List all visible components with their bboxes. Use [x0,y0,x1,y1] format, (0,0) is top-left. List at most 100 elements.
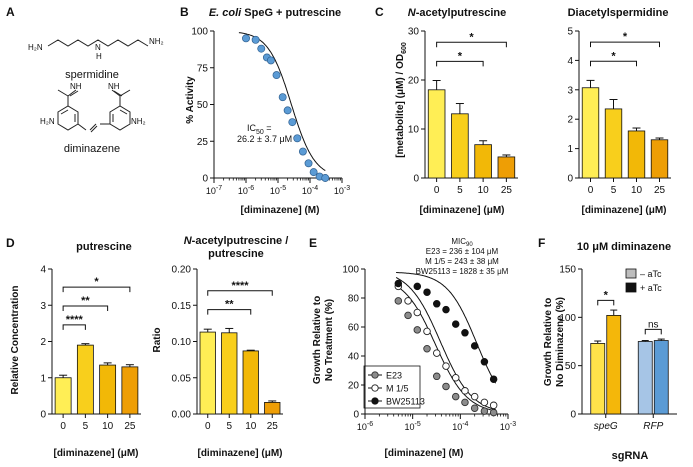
chart-d1-bar [54,377,72,415]
chart-e-e23-data-point [432,372,441,381]
chart-d2-ylabel: Ratio [152,328,163,353]
chart-d2-x-tick-label: 0 [205,421,211,432]
chart-c2-title: Diacetylspermidine [568,7,669,19]
chart-b: E. coli SpeG + putrescine % Activity [di… [185,7,350,216]
chart-b-xlabel: [diminazene] (M) [241,205,320,216]
chart-b-x-tick-label: 10-4 [302,185,318,196]
chart-e-mic-line-1: E23 = 236 ± 104 μM [426,247,499,256]
chart-e-bw25113-data-point [470,342,479,350]
chart-c1-x-tick-label: 25 [501,185,513,196]
chart-f-title: 10 μM diminazene [577,241,671,253]
diminazene-structure [57,89,131,133]
chart-f: 10 μM diminazene Growth Relative to No D… [543,241,677,462]
chart-c1-bar [427,89,446,179]
chart-e-e23-legend-marker [371,371,379,379]
chart-b-ylabel: % Activity [185,76,196,124]
chart-e-bw25113-data-point [480,358,489,366]
chart-d1-y-tick-label: 0 [40,410,46,421]
chart-b-y-tick-label: 50 [197,100,209,111]
chart-f-sig-bracket [597,299,615,306]
panel-letter-f: F [538,236,545,250]
chart-e-bw25113-data-point [489,375,498,383]
chart-b-title: E. coli SpeG + putrescine [209,7,341,19]
chart-c2-y-tick-label: 5 [567,27,573,38]
chart-e-e23-data-point [404,311,412,320]
chart-c1-y-tick-label: 0 [413,174,419,185]
chart-d2-y-tick-label: 0.20 [172,265,192,276]
chart-d1-y-tick-label: 1 [40,373,46,384]
chart-f-bar [637,341,653,415]
chart-e-e23-fit-curve [395,285,496,412]
chart-d1-ylabel: Relative Concentration [10,286,21,395]
chart-e-e23-data-point [461,398,469,407]
chart-b-ic50-line2: 26.2 ± 3.7 μM [237,134,292,144]
chart-c2-x-tick-label: 25 [654,185,666,196]
chart-e-e23-data-point [451,392,460,401]
chart-d2-bar [221,332,238,415]
chart-c1-bar [497,156,516,179]
chart-c1-x-tick-label: 0 [434,185,440,196]
chart-c2-y-tick-label: 0 [567,174,573,185]
chart-c2-x-tick-label: 10 [631,185,643,196]
chart-e-x-tick-label: 10-3 [500,421,516,432]
chart-d1-x-tick-label: 0 [60,421,66,432]
chart-c2-bar [581,87,600,179]
diminazene-atom-h2n-left: H₂N [40,117,55,126]
chart-c2-y-tick-label: 3 [567,85,573,96]
chart-b-y-tick-label: 0 [202,174,208,185]
spermidine-structure [47,39,149,47]
chart-c1-title: N-acetylputrescine [408,7,506,19]
chart-e-y-tick-label: 40 [348,352,360,363]
chart-f-ylabel-line1: Growth Relative to [543,298,554,386]
chart-d2-bar [242,350,259,415]
chart-d1-bar [121,366,139,415]
chart-e-m-1-5-data-point [404,297,412,305]
chart-b-data-point [257,44,266,53]
chart-c2-bar [627,130,646,179]
chart-b-fit-curve [238,32,326,171]
chart-e-y-tick-label: 100 [342,265,359,276]
chart-c1-sig-label: * [458,50,463,62]
chart-e-x-tick-label: 10-5 [405,421,421,432]
legend-swatch-plus-atc [625,282,637,293]
chart-e-bw25113-fit-curve [396,272,497,384]
chart-e-m-1-5-data-point [480,398,489,407]
chart-e-y-tick-label: 80 [348,294,360,305]
chart-b-data-point [288,118,297,127]
chart-c1-bar [451,113,469,179]
chart-e-y-tick-label: 60 [348,323,360,334]
chart-f-ylabel-line2: No Diminazene (%) [555,297,566,387]
chart-d2-x-tick-label: 5 [226,421,232,432]
legend-label-plus-atc: + aTc [640,283,662,293]
chart-f-sig-bracket [644,328,662,335]
chart-d1: putrescine Relative Concentration [dimin… [10,241,141,459]
chart-c2-xlabel: [diminazene] (μM) [581,205,666,216]
chart-f-y-tick-label: 100 [559,313,576,324]
chart-e-e23-data-point [413,326,422,334]
chart-e-xlabel: [diminazene] (M) [385,448,464,459]
chart-f-y-tick-label: 50 [565,361,577,372]
chart-e-e23-data-point [394,297,403,305]
chart-d2: N-acetylputrescine / putrescine Ratio [d… [152,235,288,459]
diminazene-atom-nh-right: NH [108,82,120,91]
chart-b-data-point [304,159,313,168]
chart-c2-x-tick-label: 5 [611,185,617,196]
chart-e-bw25113-data-point [394,279,403,288]
chart-d2-bar [199,331,216,415]
chart-c1-y-tick-label: 30 [408,27,420,38]
chart-e-e23-data-point [442,382,450,391]
chart-f-y-tick-label: 0 [570,410,576,421]
chart-e-e23-legend-label: E23 [386,371,402,381]
chart-c1-x-tick-label: 10 [478,185,490,196]
chart-e-x-tick-label: 10-4 [452,421,468,432]
chart-d1-x-tick-label: 25 [124,421,136,432]
chart-e-bw25113-data-point [461,329,469,337]
chart-f-x-tick-label: speG [594,421,618,432]
chart-c2-bar [604,108,623,179]
chart-c2-x-tick-label: 0 [588,185,594,196]
chart-b-data-point [283,106,292,115]
chart-d2-sig-bracket [207,290,273,296]
chart-c1-xlabel: [diminazene] (μM) [419,205,504,216]
chart-d1-y-tick-label: 3 [40,301,46,312]
chart-e-m-1-5-data-point [489,401,498,410]
